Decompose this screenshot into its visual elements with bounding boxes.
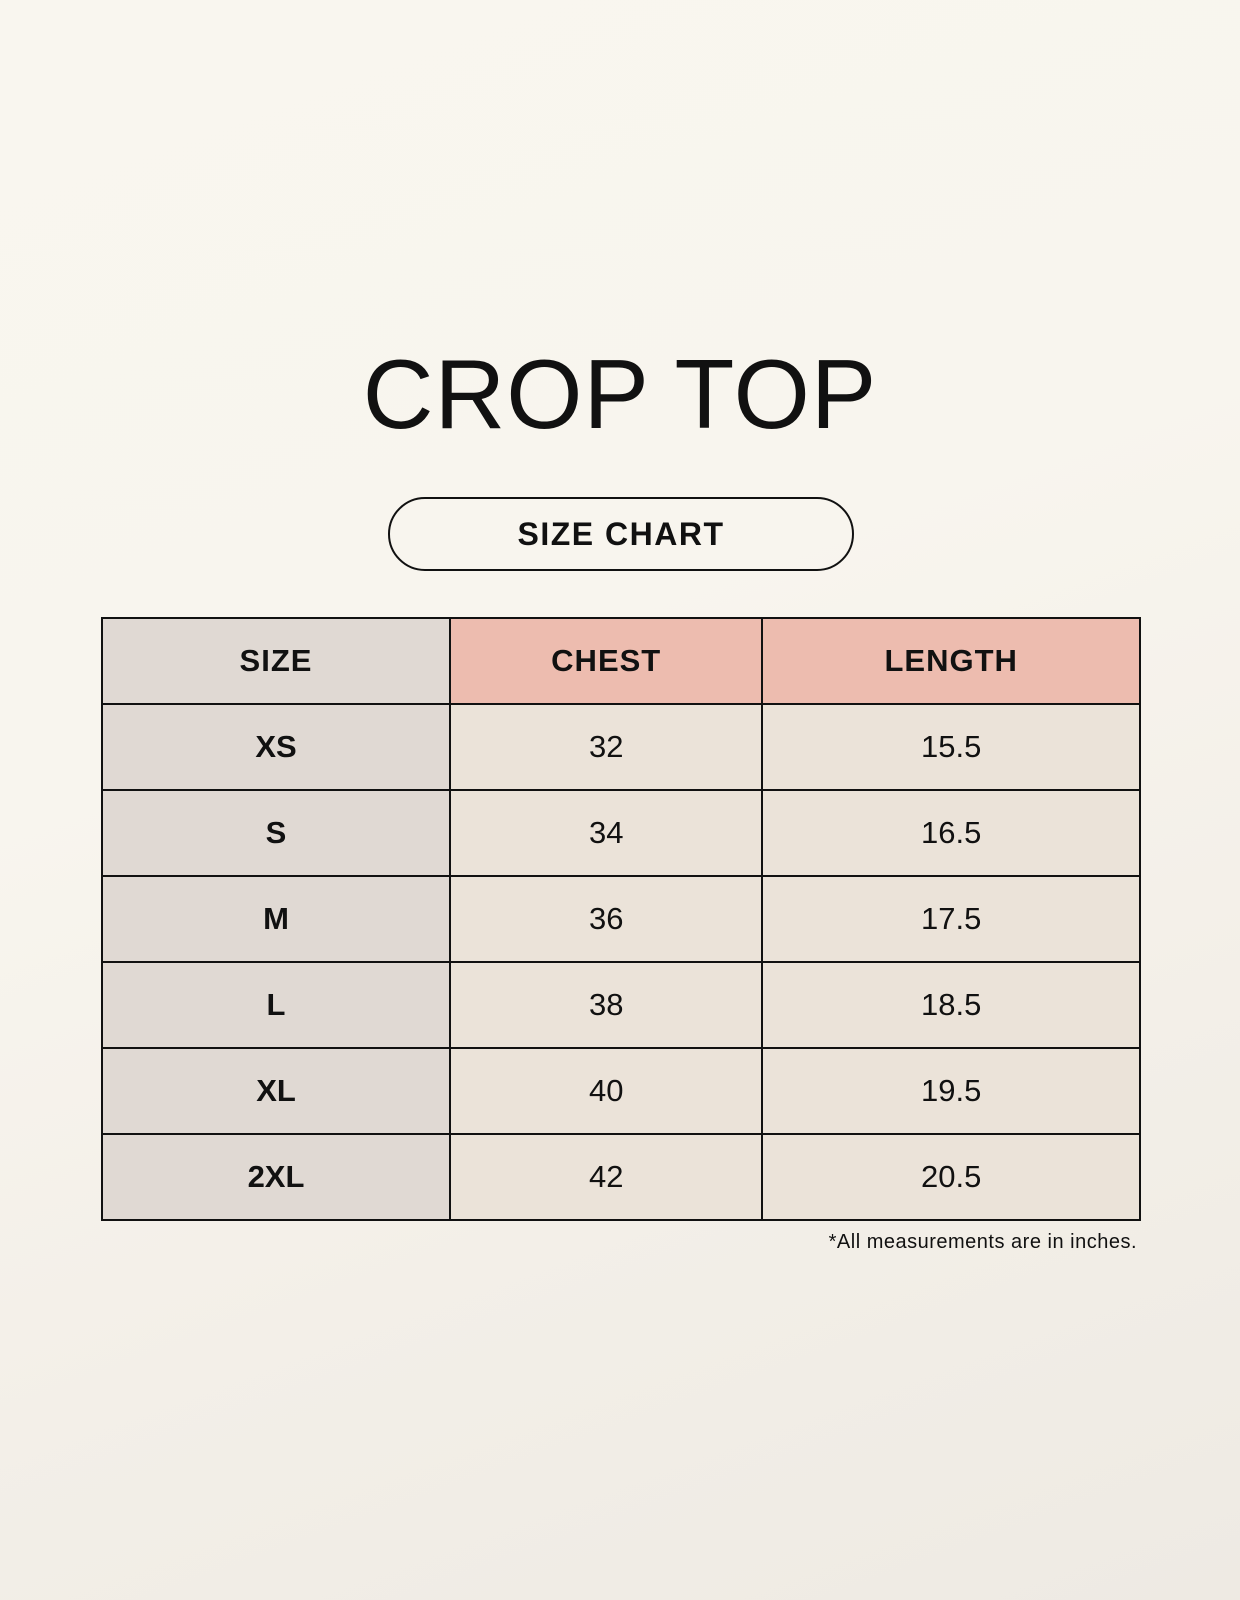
cell-length: 17.5 bbox=[761, 875, 1141, 963]
table-row: S 34 16.5 bbox=[101, 789, 1141, 877]
cell-size: XS bbox=[101, 703, 451, 791]
cell-length: 16.5 bbox=[761, 789, 1141, 877]
cell-chest: 34 bbox=[448, 789, 764, 877]
cell-length: 20.5 bbox=[761, 1133, 1141, 1221]
cell-size: 2XL bbox=[101, 1133, 451, 1221]
cell-size: M bbox=[101, 875, 451, 963]
cell-chest: 40 bbox=[448, 1047, 764, 1135]
table-header-row: SIZE CHEST LENGTH bbox=[101, 617, 1141, 705]
header-chest: CHEST bbox=[448, 617, 764, 705]
page-title: CROP TOP bbox=[362, 339, 878, 449]
cell-length: 19.5 bbox=[761, 1047, 1141, 1135]
cell-chest: 36 bbox=[448, 875, 764, 963]
header-size: SIZE bbox=[101, 617, 451, 705]
cell-chest: 32 bbox=[448, 703, 764, 791]
cell-length: 18.5 bbox=[761, 961, 1141, 1049]
size-chart-label: SIZE CHART bbox=[388, 497, 854, 571]
cell-size: L bbox=[101, 961, 451, 1049]
cell-chest: 42 bbox=[448, 1133, 764, 1221]
cell-chest: 38 bbox=[448, 961, 764, 1049]
cell-length: 15.5 bbox=[761, 703, 1141, 791]
table-row: L 38 18.5 bbox=[101, 961, 1141, 1049]
table-row: 2XL 42 20.5 bbox=[101, 1133, 1141, 1221]
header-length: LENGTH bbox=[761, 617, 1141, 705]
table-row: XL 40 19.5 bbox=[101, 1047, 1141, 1135]
table-row: XS 32 15.5 bbox=[101, 703, 1141, 791]
table-row: M 36 17.5 bbox=[101, 875, 1141, 963]
cell-size: S bbox=[101, 789, 451, 877]
cell-size: XL bbox=[101, 1047, 451, 1135]
footnote: *All measurements are in inches. bbox=[828, 1231, 1137, 1253]
size-table: SIZE CHEST LENGTH XS 32 15.5 S 34 16.5 M 36 17.5… bbox=[101, 617, 1141, 1221]
